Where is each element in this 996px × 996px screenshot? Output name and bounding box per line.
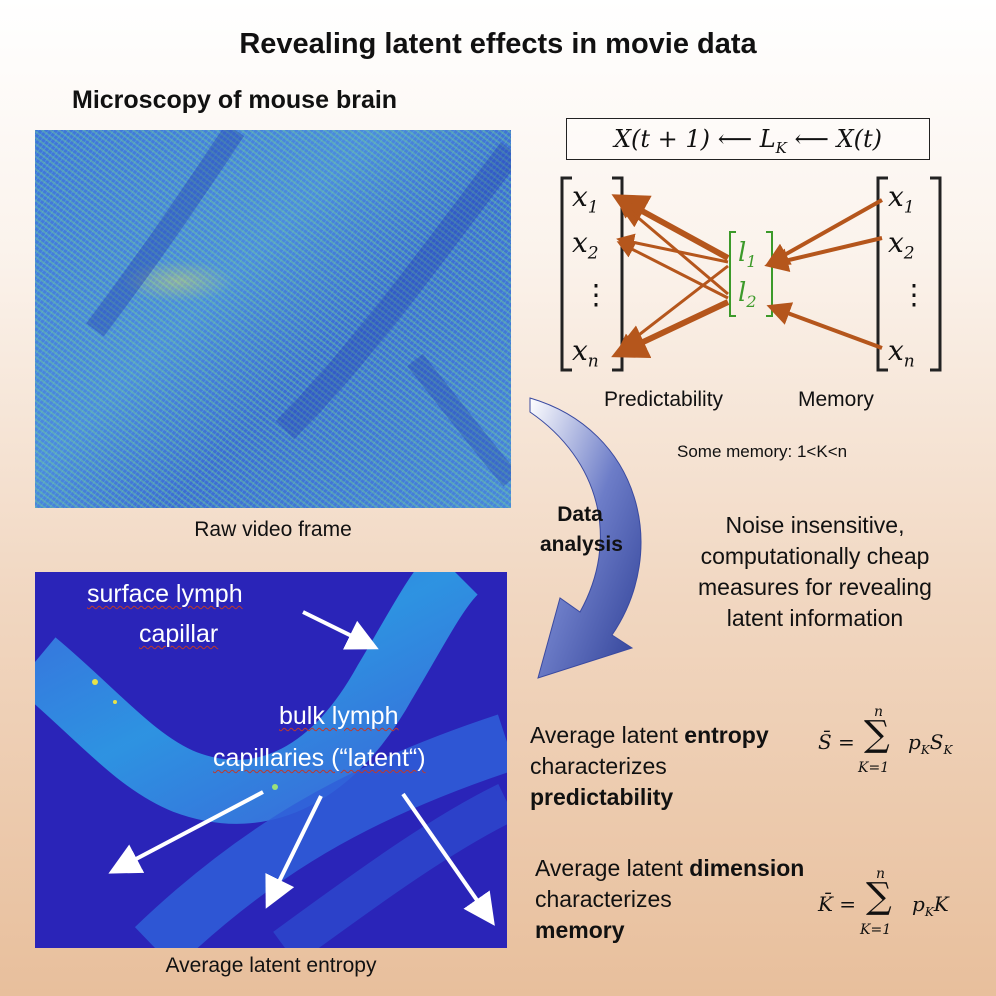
data-analysis-label: Data analysis <box>540 503 623 556</box>
arrow-xn-to-l2 <box>766 302 883 350</box>
raw-video-frame-image <box>35 130 511 508</box>
latent-bracket-close <box>766 231 773 317</box>
latent-l1: l1 <box>738 238 757 272</box>
arrow-to-surface-lymph <box>302 610 379 650</box>
entropy-texture <box>35 572 507 948</box>
left-vector-bracket-open <box>560 176 572 372</box>
arrow-l2-to-xn <box>611 299 730 359</box>
memory-label: Memory <box>798 388 874 411</box>
latent-entropy-image: surface lymph capillar bulk lymph capill… <box>35 572 507 948</box>
right-vector-bracket-open <box>876 176 888 372</box>
raw-frame-texture <box>86 130 511 487</box>
predictability-label: Predictability <box>604 388 724 411</box>
surface-lymph-label-line2: capillar <box>139 620 219 648</box>
arrow-x1-to-l1 <box>765 198 883 266</box>
left-vector-bracket-close <box>612 176 624 372</box>
arrow-bulk-2 <box>265 795 323 909</box>
arrow-l1-to-x2 <box>616 233 729 264</box>
arrow-l2-to-x2 <box>616 241 729 300</box>
panel-subtitle: Microscopy of mouse brain <box>72 86 398 114</box>
dimension-formula: K̄ = n ∑ K=1 pKK <box>818 866 949 938</box>
arrow-x2-to-l1 <box>764 236 883 272</box>
right-dots: ⋮ <box>900 278 928 311</box>
left-x1: x1 <box>572 180 599 218</box>
latent-bracket-open <box>729 231 736 317</box>
map-equation-box: X(t + 1) ⟵ LK ⟵ X(t) <box>566 118 930 160</box>
dimension-measure-text: Average latent dimension characterizes m… <box>535 855 805 943</box>
right-x2: x2 <box>888 226 915 264</box>
arrow-bulk-1 <box>108 790 264 874</box>
entropy-caption: Average latent entropy <box>165 954 377 977</box>
left-xn: xn <box>572 334 599 372</box>
arrow-bulk-3 <box>401 792 495 926</box>
some-memory-label: Some memory: 1<K<n <box>677 442 848 461</box>
arrow-l2-to-x1 <box>617 200 729 296</box>
surface-lymph-label-line1: surface lymph <box>87 580 243 608</box>
raw-frame-caption: Raw video frame <box>194 518 352 541</box>
right-x1: x1 <box>888 180 915 218</box>
right-vector-bracket-close <box>930 176 942 372</box>
right-xn: xn <box>888 334 915 372</box>
latent-l2: l2 <box>738 278 757 312</box>
left-dots: ⋮ <box>582 278 610 311</box>
entropy-measure-text: Average latent entropy characterizes pre… <box>530 722 769 810</box>
arrow-l1-to-x1 <box>611 194 730 261</box>
latent-network-diagram <box>560 176 942 372</box>
bulk-lymph-label-line2: capillaries (“latent“) <box>213 744 426 772</box>
page-title: Revealing latent effects in movie data <box>239 28 757 60</box>
data-analysis-curved-arrow <box>529 397 642 679</box>
noise-insensitive-text: Noise insensitive, computationally cheap… <box>698 512 932 631</box>
map-equation: X(t + 1) ⟵ LK ⟵ X(t) <box>613 125 883 157</box>
entropy-formula: S̄ = n ∑ K=1 pKSK <box>818 704 953 776</box>
bulk-lymph-label-line1: bulk lymph <box>279 702 399 730</box>
left-x2: x2 <box>572 226 599 264</box>
entropy-arrows <box>108 610 495 926</box>
